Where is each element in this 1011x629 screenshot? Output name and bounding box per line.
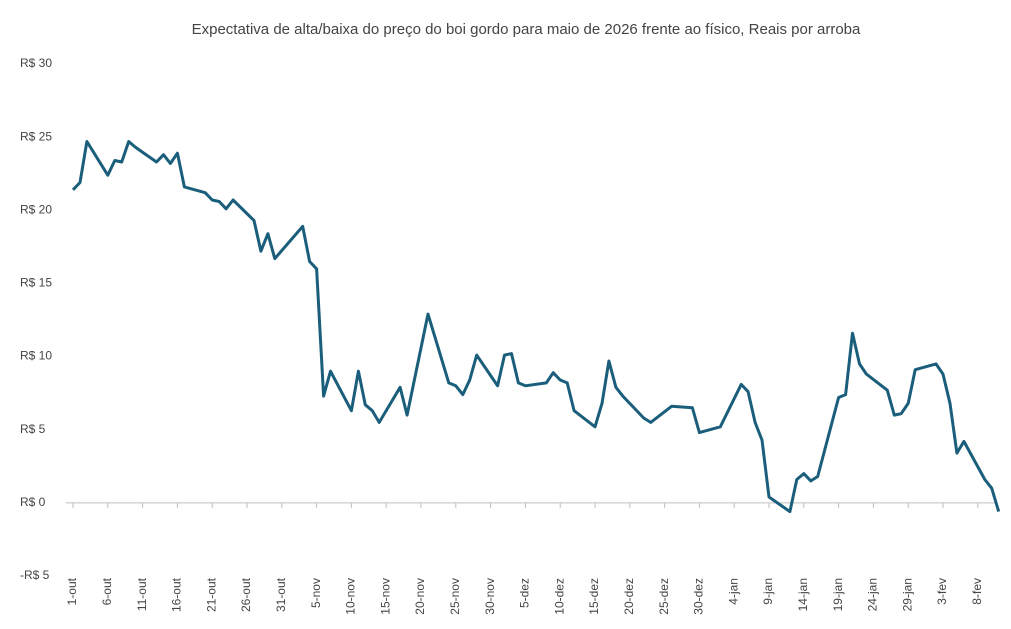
price-line <box>71 140 1001 514</box>
x-tick-label: 30-dez <box>692 578 706 615</box>
x-tick-label: 25-nov <box>448 578 462 615</box>
x-tick-label: 16-out <box>170 577 184 612</box>
y-tick-label: R$ 15 <box>20 276 52 290</box>
y-tick-label: -R$ 5 <box>20 568 50 582</box>
x-tick-label: 26-out <box>239 577 253 612</box>
x-tick-label: 20-nov <box>413 578 427 615</box>
x-tick-label: 5-dez <box>518 578 532 608</box>
x-tick-label: 31-out <box>274 577 288 612</box>
x-tick-label: 15-nov <box>378 578 392 615</box>
x-tick-label: 14-jan <box>796 578 810 611</box>
x-tick-label: 30-nov <box>483 578 497 615</box>
x-tick-label: 10-nov <box>344 578 358 615</box>
x-tick-label: 21-out <box>204 577 218 612</box>
y-tick-label: R$ 20 <box>20 202 52 216</box>
y-tick-label: R$ 10 <box>20 349 52 363</box>
x-tick-label: 1-out <box>65 577 79 605</box>
x-tick-label: 9-jan <box>761 578 775 605</box>
x-tick-label: 8-fev <box>970 578 984 605</box>
x-tick-label: 29-jan <box>900 578 914 611</box>
x-tick-label: 10-dez <box>552 578 566 615</box>
y-tick-label: R$ 0 <box>20 495 46 509</box>
x-tick-label: 19-jan <box>831 578 845 611</box>
x-tick-label: 15-dez <box>587 578 601 615</box>
chart-title: Expectativa de alta/baixa do preço do bo… <box>192 21 861 38</box>
y-tick-label: R$ 25 <box>20 129 52 143</box>
x-tick-label: 20-dez <box>622 578 636 615</box>
x-tick-label: 4-jan <box>726 578 740 605</box>
x-tick-label: 3-fev <box>935 578 949 605</box>
y-tick-label: R$ 5 <box>20 422 46 436</box>
x-tick-label: 5-nov <box>309 578 323 608</box>
x-tick-label: 25-dez <box>657 578 671 615</box>
y-tick-label: R$ 30 <box>20 56 52 70</box>
x-tick-label: 24-jan <box>866 578 880 611</box>
x-tick-label: 11-out <box>135 577 149 611</box>
x-tick-label: 6-out <box>100 577 114 605</box>
